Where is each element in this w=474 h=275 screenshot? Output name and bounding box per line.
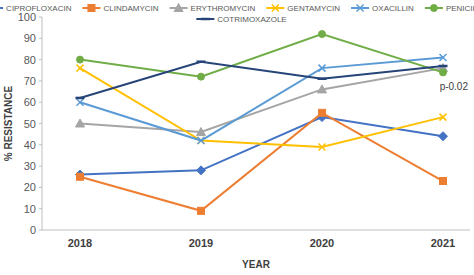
annotation: p-0.02 (440, 81, 469, 92)
legend-label: GENTAMYCIN (287, 4, 340, 13)
series-line (80, 62, 443, 98)
x-axis (42, 230, 470, 231)
series-line (80, 57, 443, 140)
legend-item: CLINDAMYCIN (82, 4, 158, 13)
point-marker (76, 97, 85, 100)
legend: CIPROFLOXACIN CLINDAMYCIN ERYTHROMYCIN GENT… (0, 4, 474, 25)
point-marker (440, 114, 447, 121)
legend-marker (430, 5, 437, 12)
point-marker (439, 132, 448, 141)
legend-marker (201, 18, 210, 21)
x-tick-label: 2018 (68, 237, 92, 249)
legend-item: COTRIMOXAZOLE (196, 15, 286, 24)
point-marker (319, 65, 326, 72)
point-marker (197, 166, 206, 175)
point-marker (198, 73, 205, 80)
x-axis-title: YEAR (242, 259, 271, 270)
y-tick-label: 50 (24, 118, 36, 130)
legend-label: CIPROFLOXACIN (6, 4, 72, 13)
legend-marker (174, 4, 183, 12)
y-tick-label: 80 (24, 54, 36, 66)
y-tick-label: 30 (24, 160, 36, 172)
legend-item: CIPROFLOXACIN (0, 4, 72, 14)
point-marker (198, 207, 205, 214)
point-marker (198, 137, 205, 144)
point-marker (77, 173, 84, 180)
point-marker (319, 109, 326, 116)
y-tick-label: 90 (24, 32, 36, 44)
y-tick-label: 10 (24, 203, 36, 215)
legend-label: OXACILLIN (372, 4, 414, 13)
plot-area (76, 31, 448, 215)
point-marker (319, 31, 326, 38)
point-marker (77, 99, 84, 106)
y-tick-label: 0 (30, 224, 36, 236)
point-marker (77, 65, 84, 72)
point-marker (197, 128, 206, 136)
y-tick-label: 20 (24, 181, 36, 193)
x-tick-label: 2021 (431, 237, 455, 249)
legend-item: OXACILLIN (351, 4, 414, 13)
series-line (80, 117, 443, 175)
legend-item: PENICILLIN G (425, 4, 474, 13)
legend-label: CLINDAMYCIN (103, 4, 158, 13)
point-marker (318, 78, 327, 81)
point-marker (77, 56, 84, 63)
legend-marker (357, 5, 364, 12)
x-tick-label: 2019 (189, 237, 213, 249)
y-tick-label: 40 (24, 139, 36, 151)
point-marker (440, 54, 447, 61)
legend-label: COTRIMOXAZOLE (217, 15, 286, 24)
chart: 01020304050607080901002018201920202021YE… (0, 0, 474, 275)
legend-swatch (196, 18, 214, 20)
y-tick-label: 60 (24, 96, 36, 108)
series-line (80, 68, 443, 147)
point-marker (318, 85, 327, 93)
legend-label: ERYTHROMYCIN (191, 4, 256, 13)
point-marker (440, 69, 447, 76)
point-marker (319, 143, 326, 150)
point-marker (197, 60, 206, 63)
y-axis (42, 17, 43, 230)
point-marker (439, 65, 448, 68)
point-marker (76, 119, 85, 127)
y-tick-label: 70 (24, 75, 36, 87)
point-marker (440, 178, 447, 185)
legend-swatch (0, 7, 3, 9)
legend-marker (88, 5, 95, 12)
legend-item: ERYTHROMYCIN (170, 4, 256, 14)
legend-label: PENICILLIN G (446, 4, 474, 13)
x-tick-label: 2020 (310, 237, 334, 249)
legend-item: GENTAMYCIN (266, 4, 340, 13)
y-axis-title: % RESISTANCE (3, 85, 14, 161)
legend-marker (272, 5, 279, 12)
